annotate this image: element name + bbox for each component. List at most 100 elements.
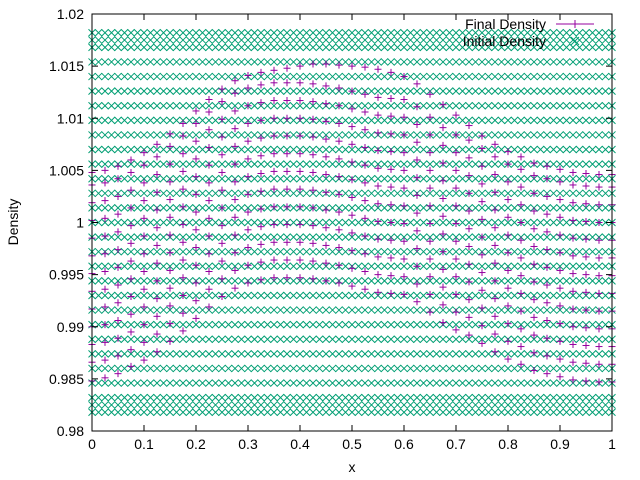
initial-density-point [588,335,597,344]
final-density-point [543,263,551,271]
initial-density-point [166,291,174,300]
initial-density-point [185,320,194,329]
final-density-point [283,238,291,246]
initial-density-point [380,160,389,168]
initial-density-point [237,101,246,110]
initial-density-point [387,364,395,373]
initial-density-point [354,101,363,110]
final-density-point [582,170,590,178]
final-density-point [426,273,434,281]
initial-density-point [432,116,441,125]
final-density-point [296,150,304,158]
initial-density-point [575,145,584,154]
initial-density-point [393,145,402,154]
initial-density-point [237,204,246,212]
initial-density-point [530,87,538,95]
initial-density-point [452,36,460,44]
final-density-point [517,289,525,297]
initial-density-point [348,204,356,212]
final-density-point [335,137,343,145]
initial-density-point [146,233,155,241]
initial-density-point [185,233,194,241]
final-density-point [595,183,603,191]
initial-density-point [146,116,155,125]
initial-density-point [419,58,428,66]
initial-density-point [205,28,213,37]
initial-density-point [276,36,285,44]
initial-density-point [107,131,116,139]
initial-density-point [575,277,584,285]
final-density-point [218,168,226,176]
initial-density-point [387,43,395,52]
initial-density-point [556,28,564,37]
initial-density-point [393,87,402,95]
initial-density-point [185,160,194,168]
initial-density-point [224,335,233,344]
initial-density-point [237,145,246,154]
initial-density-point [114,277,122,285]
initial-density-point [159,145,168,154]
initial-density-point [471,247,480,256]
final-density-point [504,178,512,186]
initial-density-point [484,218,493,227]
initial-density-point [127,401,135,409]
initial-density-point [133,131,142,139]
final-density-point [439,101,447,109]
initial-density-point [465,116,473,125]
y-tick-label: 0.98 [57,423,84,439]
initial-density-point [192,393,200,402]
initial-density-point [237,350,246,358]
initial-density-point [523,277,532,285]
initial-density-point [146,364,155,373]
initial-density-point [497,28,506,37]
initial-density-point [270,393,278,402]
initial-density-point [406,36,415,44]
initial-density-point [491,393,499,402]
final-density-point [400,131,408,139]
initial-density-point [439,145,447,154]
initial-density-point [179,58,187,66]
initial-density-point [140,364,148,373]
initial-density-point [198,335,207,344]
initial-density-point [569,28,577,37]
initial-density-point [458,218,467,227]
initial-density-point [322,36,330,44]
initial-density-point [588,408,597,417]
final-density-point [543,299,551,307]
initial-density-point [257,306,265,314]
initial-density-point [283,28,291,37]
initial-density-point [484,87,493,95]
initial-density-point [302,364,311,373]
initial-density-point [205,101,213,110]
initial-density-point [179,262,187,271]
initial-density-point [445,393,454,402]
initial-density-point [192,335,200,344]
initial-density-point [133,43,142,52]
initial-density-point [497,247,506,256]
initial-density-point [263,131,272,139]
initial-density-point [133,28,142,37]
initial-density-point [127,36,135,44]
initial-density-point [497,43,506,52]
initial-density-point [432,262,441,271]
initial-density-point [244,306,252,314]
initial-density-point [127,350,135,358]
initial-density-point [328,291,337,300]
initial-density-point [341,189,350,198]
final-density-point [439,301,447,309]
initial-density-point [250,306,259,314]
final-density-point [218,239,226,247]
initial-density-point [172,335,181,344]
initial-density-point [471,36,480,44]
final-density-point [218,275,226,283]
initial-density-point [445,28,454,37]
initial-density-point [588,87,597,95]
initial-density-point [458,116,467,125]
initial-density-point [270,28,278,37]
initial-density-point [452,87,460,95]
initial-density-point [413,160,421,168]
initial-density-point [198,277,207,285]
initial-density-point [263,72,272,81]
final-density-point [205,108,213,116]
initial-density-point [445,87,454,95]
